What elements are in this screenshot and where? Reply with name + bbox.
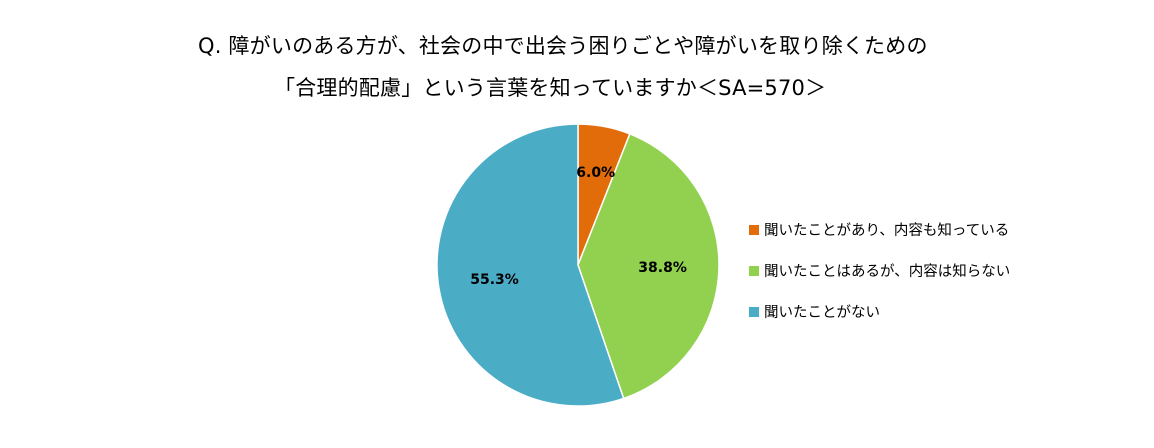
legend-label-1: 聞いたことがあり、内容も知っている [764, 222, 1009, 239]
chart-title: Q. 障がいのある方が、社会の中で出会う困りごとや障がいを取り除くための 「合理… [0, 0, 1154, 110]
legend-swatch-1 [749, 225, 759, 235]
chart-title-line-2: 「合理的配慮」という言葉を知っていますか＜SA=570＞ [274, 76, 827, 100]
pie-slices [436, 123, 720, 407]
data-label-1: 6.0% [576, 165, 615, 181]
chart-legend: 聞いたことがあり、内容も知っている聞いたことはあるが、内容は知らない聞いたことが… [749, 222, 1010, 321]
legend-label-2: 聞いたことはあるが、内容は知らない [764, 263, 1010, 280]
legend-swatch-3 [749, 307, 759, 317]
chart-title-line-1: Q. 障がいのある方が、社会の中で出会う困りごとや障がいを取り除くための [198, 34, 928, 58]
data-label-3: 55.3% [470, 272, 519, 288]
legend-swatch-2 [749, 266, 759, 276]
pie-slice-2 [577, 133, 720, 400]
pie-slice-labels: 6.0% 38.8% 55.3% [470, 165, 687, 288]
legend-label-3: 聞いたことがない [764, 304, 880, 321]
pie-slice-3 [436, 123, 625, 407]
data-label-2: 38.8% [638, 260, 687, 276]
